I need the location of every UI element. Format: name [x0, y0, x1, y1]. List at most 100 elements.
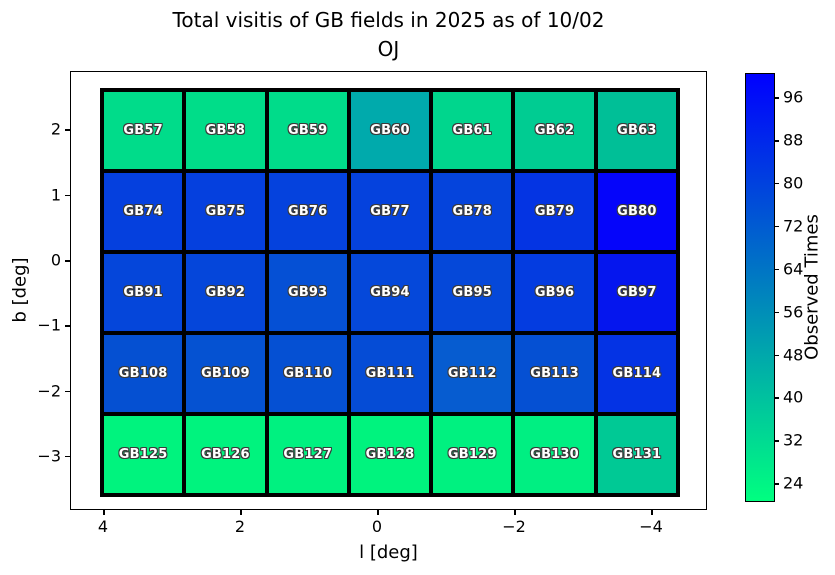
- x-tick-label: 0: [371, 517, 383, 536]
- cell-label: GB125: [118, 447, 168, 462]
- cell-label: GB75: [205, 204, 246, 219]
- x-tick-label: −4: [639, 517, 663, 536]
- heatmap-cell-gb94: GB94: [350, 254, 430, 331]
- cell-label: GB63: [617, 123, 657, 138]
- colorbar-tick-mark: [775, 354, 779, 357]
- heatmap-grid: GB57 GB58 GB59 GB60 GB61 GB62 GB63 GB74 GB75 GB76…: [100, 88, 680, 497]
- colorbar-tick-mark: [775, 440, 779, 442]
- cell-label: GB127: [283, 447, 333, 462]
- cell-label: GB93: [287, 285, 328, 300]
- x-tick-mark: [651, 510, 653, 515]
- colorbar-tick-mark: [775, 225, 779, 228]
- cell-label: GB131: [612, 447, 662, 462]
- colorbar-tick-mark: [775, 97, 779, 99]
- cell-label: GB128: [365, 447, 415, 462]
- cell-label: GB91: [123, 285, 163, 300]
- cell-label: GB113: [530, 366, 579, 381]
- heatmap-cell-gb57: GB57: [104, 92, 183, 169]
- heatmap-cell-gb93: GB93: [268, 254, 347, 331]
- heatmap-cell-gb111: GB111: [350, 335, 430, 412]
- colorbar-tick-mark: [775, 268, 779, 271]
- cell-label: GB110: [283, 366, 333, 381]
- cell-label: GB94: [370, 285, 410, 300]
- chart-title-line2: OJ: [377, 37, 400, 61]
- heatmap-cell-gb59: GB59: [268, 92, 347, 169]
- y-tick-mark: [65, 455, 70, 458]
- cell-label: GB111: [365, 366, 415, 381]
- colorbar-tick-label: 48: [783, 345, 804, 365]
- y-tick-mark: [65, 390, 70, 393]
- cell-label: GB78: [452, 204, 493, 219]
- heatmap-cell-gb126: GB126: [186, 416, 265, 493]
- y-tick-mark: [65, 325, 70, 327]
- heatmap-cell-gb110: GB110: [268, 335, 347, 412]
- heatmap-cell-gb109: GB109: [186, 335, 265, 412]
- cell-label: GB74: [123, 204, 163, 219]
- x-tick-mark: [240, 510, 242, 515]
- cell-label: GB129: [447, 447, 497, 462]
- x-tick-label: 4: [97, 517, 109, 536]
- cell-label: GB95: [452, 285, 493, 300]
- heatmap-cell-gb127: GB127: [268, 416, 347, 493]
- x-tick-mark: [103, 510, 105, 515]
- colorbar-tick-label: 72: [783, 216, 804, 236]
- cell-label: GB76: [287, 204, 328, 219]
- heatmap-cell-gb128: GB128: [350, 416, 430, 493]
- y-tick-label: −2: [37, 381, 61, 401]
- heatmap-cell-gb77: GB77: [350, 173, 430, 250]
- y-tick-label: −1: [37, 315, 61, 335]
- cell-label: GB114: [612, 366, 662, 381]
- y-tick-label: 0: [50, 250, 61, 270]
- cell-label: GB62: [534, 123, 575, 138]
- heatmap-cell-gb62: GB62: [515, 92, 594, 169]
- cell-label: GB126: [201, 447, 250, 462]
- x-tick-label: −2: [502, 517, 526, 536]
- colorbar-label: Observed Times: [801, 214, 823, 360]
- cell-label: GB79: [534, 204, 575, 219]
- cell-label: GB58: [205, 123, 246, 138]
- cell-label: GB112: [447, 366, 497, 381]
- colorbar-tick-label: 56: [783, 302, 804, 322]
- heatmap-cell-gb91: GB91: [104, 254, 183, 331]
- cell-label: GB109: [201, 366, 250, 381]
- cell-label: GB130: [530, 447, 579, 462]
- cell-label: GB60: [370, 123, 410, 138]
- heatmap-cell-gb92: GB92: [186, 254, 265, 331]
- y-tick-mark: [65, 260, 70, 262]
- cell-label: GB77: [370, 204, 410, 219]
- cell-label: GB97: [617, 285, 657, 300]
- colorbar-tick-mark: [775, 182, 779, 185]
- y-tick-label: 2: [50, 119, 61, 139]
- x-axis-label: l [deg]: [359, 542, 418, 563]
- x-tick-mark: [514, 510, 516, 515]
- heatmap-cell-gb130: GB130: [515, 416, 594, 493]
- x-tick-mark: [377, 510, 379, 515]
- heatmap-cell-gb131: GB131: [597, 416, 676, 493]
- colorbar-tick-label: 80: [783, 173, 804, 193]
- cell-label: GB92: [205, 285, 246, 300]
- heatmap-cell-gb125: GB125: [104, 416, 183, 493]
- heatmap-cell-gb63: GB63: [597, 92, 676, 169]
- x-tick-label: 2: [234, 517, 246, 536]
- cell-label: GB96: [534, 285, 575, 300]
- colorbar-tick-mark: [775, 311, 779, 314]
- heatmap-cell-gb113: GB113: [515, 335, 594, 412]
- heatmap-cell-gb97: GB97: [597, 254, 676, 331]
- heatmap-cell-gb58: GB58: [186, 92, 265, 169]
- colorbar: [745, 73, 775, 502]
- y-tick-label: −3: [37, 446, 61, 466]
- heatmap-cell-gb96: GB96: [515, 254, 594, 331]
- cell-label: GB80: [617, 204, 657, 219]
- heatmap-cell-gb79: GB79: [515, 173, 594, 250]
- heatmap-cell-gb108: GB108: [104, 335, 183, 412]
- heatmap-cell-gb80: GB80: [597, 173, 676, 250]
- heatmap-cell-gb78: GB78: [433, 173, 512, 250]
- heatmap-cell-gb75: GB75: [186, 173, 265, 250]
- heatmap-cell-gb112: GB112: [433, 335, 512, 412]
- colorbar-tick-label: 88: [783, 130, 804, 150]
- cell-label: GB61: [452, 123, 493, 138]
- colorbar-tick-label: 24: [783, 473, 804, 493]
- y-tick-label: 1: [50, 185, 61, 205]
- heatmap-cell-gb95: GB95: [433, 254, 512, 331]
